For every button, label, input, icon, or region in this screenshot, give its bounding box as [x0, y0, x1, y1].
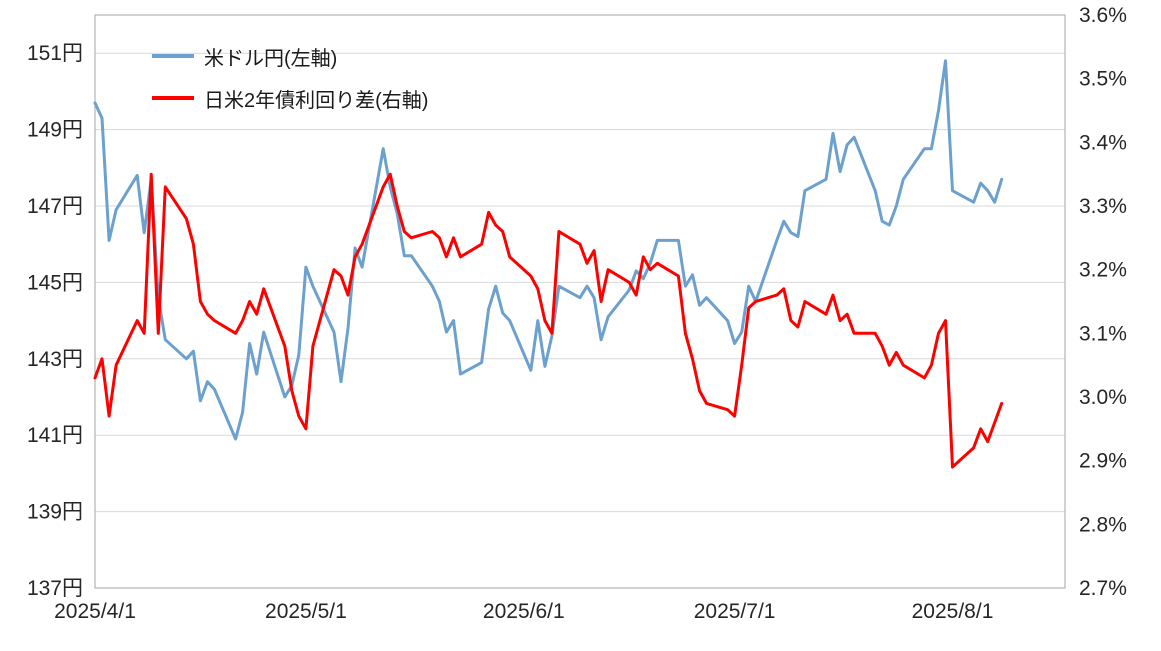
series-line-yield-spread: [93, 172, 1004, 469]
right-axis-tick-label: 3.6%: [1079, 4, 1127, 27]
legend-label-usdjpy: 米ドル円(左軸): [204, 47, 338, 70]
right-axis-tick-label: 3.2%: [1079, 259, 1127, 282]
x-axis-tick-label: 2025/4/1: [54, 600, 136, 623]
left-axis-tick-label: 143円: [27, 348, 83, 371]
left-axis-tick-label: 137円: [27, 577, 83, 600]
left-axis-tick-label: 141円: [27, 424, 83, 447]
left-axis-tick-label: 139円: [27, 501, 83, 524]
legend-item-yield-spread: 日米2年債利回り差(右軸): [152, 86, 429, 112]
right-axis-tick-label: 3.1%: [1079, 322, 1127, 345]
left-axis-tick-label: 147円: [27, 195, 83, 218]
legend-line-sample-yield-spread-icon: [152, 96, 194, 100]
legend-item-usdjpy: 米ドル円(左軸): [152, 44, 428, 70]
x-axis-tick-label: 2025/6/1: [483, 600, 565, 623]
right-axis-tick-label: 3.3%: [1079, 195, 1127, 218]
right-axis-tick-label: 2.7%: [1079, 577, 1127, 600]
legend-label-yield-spread: 日米2年債利回り差(右軸): [204, 89, 429, 112]
legend-line-sample-usdjpy-icon: [152, 54, 194, 58]
left-axis-tick-label: 151円: [27, 42, 83, 65]
right-axis-tick-label: 3.0%: [1079, 386, 1127, 409]
left-axis-tick-label: 149円: [27, 119, 83, 142]
x-axis-tick-label: 2025/8/1: [912, 600, 994, 623]
right-axis-tick-label: 2.8%: [1079, 513, 1127, 536]
right-axis-tick-label: 3.5%: [1079, 68, 1127, 91]
left-axis-tick-label: 145円: [27, 271, 83, 294]
series-line-usdjpy: [93, 59, 1004, 441]
legend: 米ドル円(左軸) 日米2年債利回り差(右軸): [152, 44, 428, 128]
right-axis-tick-label: 3.4%: [1079, 131, 1127, 154]
right-axis-tick-label: 2.9%: [1079, 450, 1127, 473]
plot-border: [94, 14, 1066, 589]
x-axis-tick-label: 2025/5/1: [265, 600, 347, 623]
x-axis-tick-label: 2025/7/1: [694, 600, 776, 623]
